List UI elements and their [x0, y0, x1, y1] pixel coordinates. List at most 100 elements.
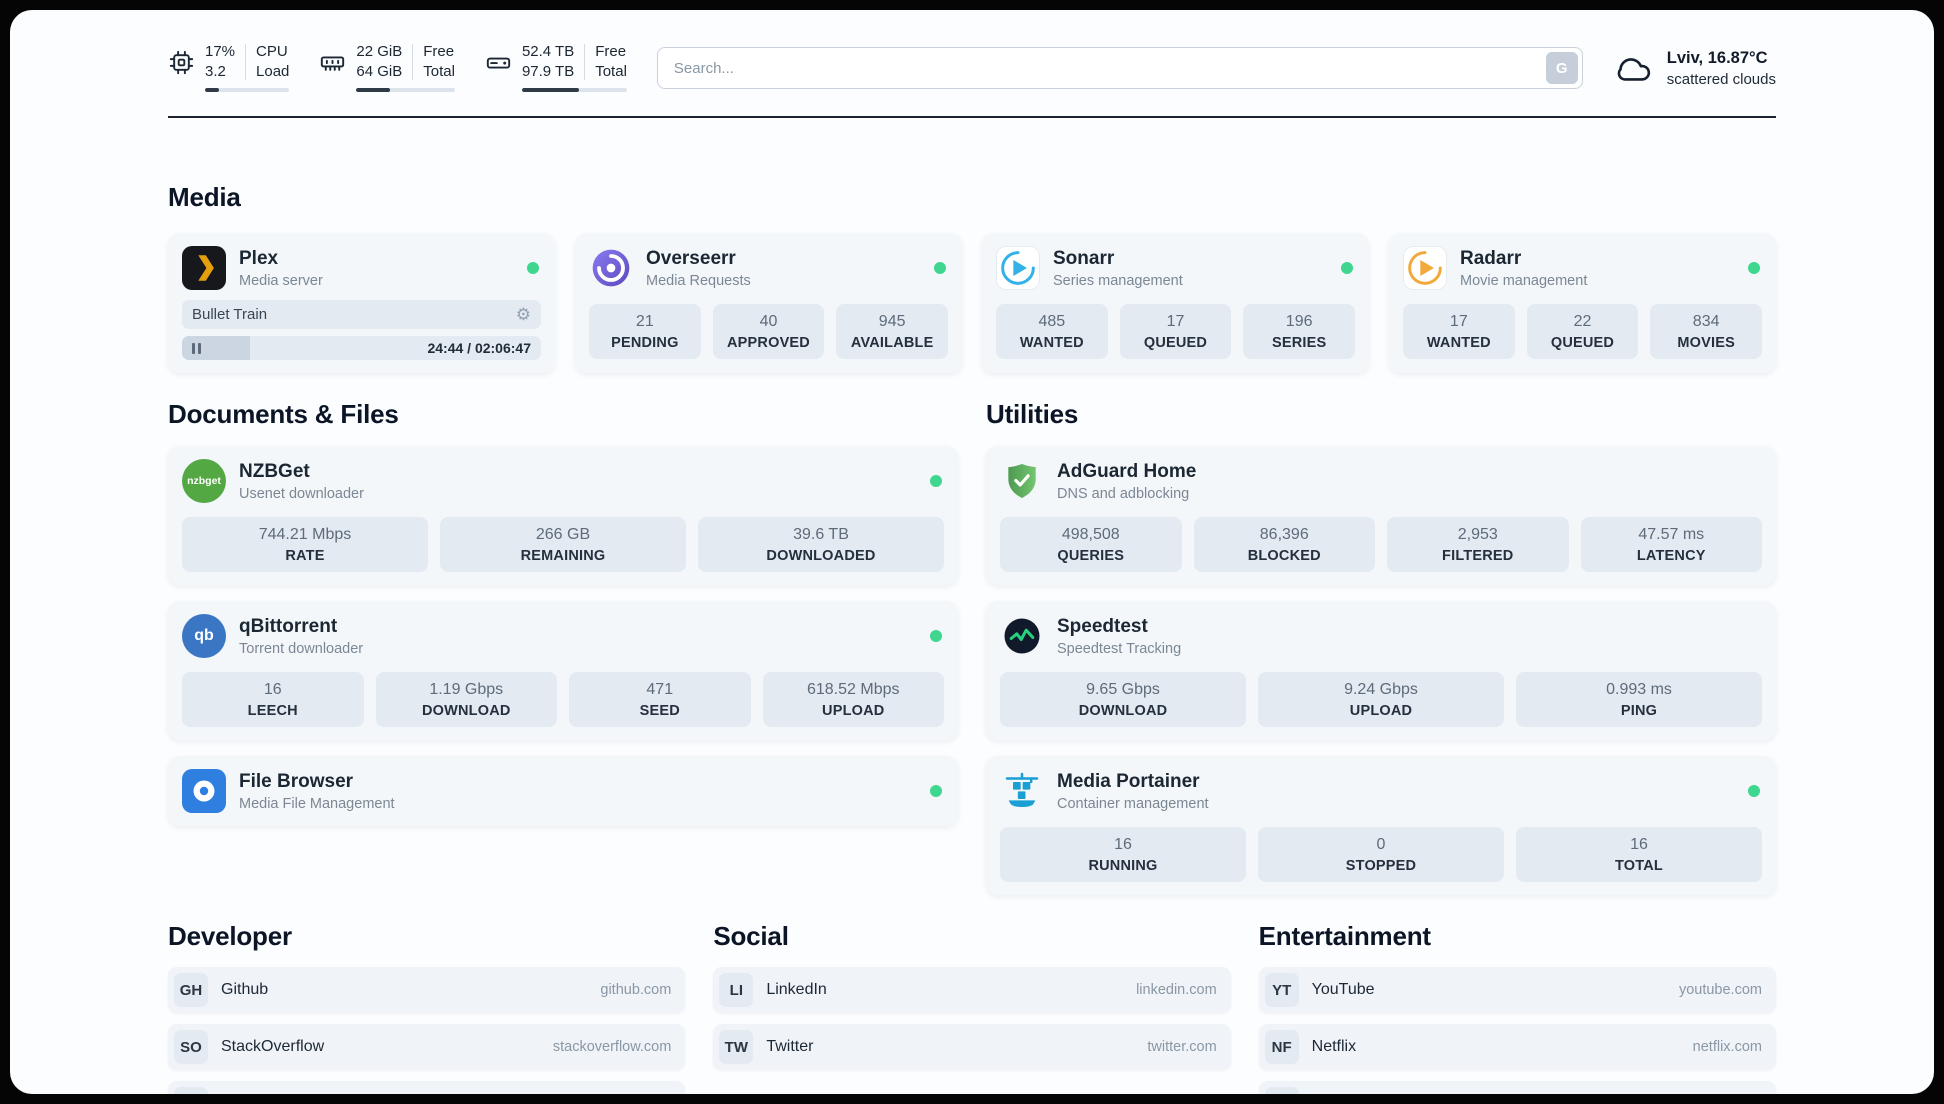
stat-label: RATE [285, 548, 325, 564]
link-dev[interactable]: DT DEV dev.to [168, 1081, 686, 1094]
stat-label: QUEUED [1550, 335, 1615, 351]
stat-value: 86,396 [1259, 526, 1309, 543]
stat-tile: 945 AVAILABLE [836, 304, 948, 359]
section-utilities: Utilities AdGuard Home [986, 399, 1776, 895]
documents-section-title: Documents & Files [168, 399, 399, 429]
cpu-usage-value: 17% [205, 43, 236, 60]
app-name: NZBGet [239, 460, 310, 482]
disk-free-label: Free [595, 43, 627, 60]
app-desc: Torrent downloader [239, 640, 364, 657]
stat-label: PENDING [611, 335, 679, 351]
weather-condition: scattered clouds [1666, 70, 1776, 88]
qbittorrent-icon-text: qb [194, 627, 214, 644]
reddit-badge: RE [1264, 1087, 1299, 1094]
weather-location: Lviv, 16.87°C [1666, 48, 1768, 67]
stat-value: 266 GB [535, 526, 591, 543]
system-metrics: 17% 3.2 CPU Load [168, 43, 627, 92]
app-name: Sonarr [1053, 247, 1115, 269]
nzbget-card[interactable]: nzbget NZBGet Usenet downloader 744.21 M… [168, 446, 958, 585]
link-twitter[interactable]: TW Twitter twitter.com [713, 1024, 1231, 1070]
search-input[interactable] [656, 47, 1583, 89]
stat-value: 196 [1285, 313, 1313, 330]
portainer-card[interactable]: Media Portainer Container management 16 … [986, 756, 1776, 895]
ram-progress-fill [356, 88, 390, 92]
link-github[interactable]: GH Github github.com [168, 967, 686, 1013]
stat-tile: 9.24 Gbps UPLOAD [1258, 672, 1504, 727]
overseerr-icon [589, 246, 633, 290]
stat-value: 498,508 [1061, 526, 1120, 543]
stat-label: WANTED [1426, 335, 1491, 351]
stat-label: PING [1620, 703, 1658, 719]
speedtest-card[interactable]: Speedtest Speedtest Tracking 9.65 Gbps D… [986, 601, 1776, 740]
link-name: Twitter [766, 1038, 814, 1055]
speedtest-icon [1000, 614, 1044, 658]
stat-tile: 9.65 Gbps DOWNLOAD [1000, 672, 1246, 727]
stat-value: 9.24 Gbps [1344, 681, 1418, 698]
entertainment-section-title: Entertainment [1258, 921, 1431, 951]
stat-label: QUERIES [1057, 548, 1125, 564]
stat-value: 744.21 Mbps [258, 526, 352, 543]
status-dot [1748, 785, 1760, 797]
link-url: github.com [600, 982, 672, 998]
sonarr-card[interactable]: Sonarr Series management 485 WANTED 17 Q… [982, 233, 1369, 373]
app-desc: Series management [1053, 272, 1183, 289]
link-linkedin[interactable]: LI LinkedIn linkedin.com [713, 967, 1231, 1013]
filebrowser-card[interactable]: File Browser Media File Management [168, 756, 958, 826]
disk-progress-fill [521, 88, 579, 92]
radarr-card[interactable]: Radarr Movie management 17 WANTED 22 QUE… [1389, 233, 1776, 373]
stackoverflow-badge: SO [174, 1030, 208, 1064]
stat-tile: 39.6 TB DOWNLOADED [698, 517, 944, 572]
qbittorrent-card[interactable]: qb qBittorrent Torrent downloader 16 LEE… [168, 601, 958, 740]
plex-card[interactable]: Plex Media server Bullet Train ⚙ 24:44 /… [168, 233, 555, 373]
cpu-metric: 17% 3.2 CPU Load [168, 43, 290, 92]
stat-value: 39.6 TB [793, 526, 849, 543]
link-youtube[interactable]: YT YouTube youtube.com [1258, 967, 1776, 1013]
app-desc: Speedtest Tracking [1057, 640, 1182, 657]
app-desc: Container management [1057, 795, 1209, 812]
status-dot [930, 785, 942, 797]
stat-label: STOPPED [1345, 858, 1417, 874]
link-reddit[interactable]: RE Reddit reddit.com [1258, 1081, 1776, 1094]
stat-value: 16 [263, 681, 282, 698]
status-dot [1341, 262, 1353, 274]
stat-tile: 17 WANTED [1403, 304, 1515, 359]
app-desc: Media Requests [646, 272, 751, 289]
cpu-load-value: 3.2 [205, 62, 226, 80]
stat-value: 16 [1114, 836, 1132, 853]
stat-value: 47.57 ms [1638, 526, 1705, 543]
section-entertainment: Entertainment YT YouTube youtube.com NF … [1258, 921, 1776, 1094]
radarr-icon [1403, 246, 1447, 290]
stat-tile: 1.19 Gbps DOWNLOAD [375, 672, 557, 727]
adguard-card[interactable]: AdGuard Home DNS and adblocking 498,508 … [986, 446, 1776, 585]
pause-icon[interactable] [182, 336, 211, 360]
header-divider [168, 116, 1776, 118]
stat-label: DOWNLOAD [1078, 703, 1168, 719]
app-name: Plex [239, 247, 279, 269]
settings-gear-icon[interactable]: ⚙ [515, 305, 531, 324]
dev-badge: DT [174, 1087, 208, 1094]
disk-free-value: 52.4 TB [521, 43, 575, 60]
overseerr-card[interactable]: Overseerr Media Requests 21 PENDING 40 A… [575, 233, 962, 373]
playback-progress-bar[interactable]: 24:44 / 02:06:47 [182, 336, 541, 360]
stat-tile: 16 LEECH [182, 672, 364, 727]
search-engine-button[interactable]: G [1545, 52, 1578, 84]
stat-value: 485 [1038, 313, 1066, 330]
stat-label: APPROVED [727, 335, 810, 351]
link-netflix[interactable]: NF Netflix netflix.com [1258, 1024, 1776, 1070]
stat-tile: 834 MOVIES [1650, 304, 1762, 359]
link-stackoverflow[interactable]: SO StackOverflow stackoverflow.com [168, 1024, 686, 1070]
stat-value: 17 [1449, 313, 1468, 330]
linkedin-badge: LI [719, 973, 754, 1007]
stat-value: 2,953 [1457, 526, 1498, 543]
app-name: Media Portainer [1057, 770, 1200, 792]
stat-tile: 0.993 ms PING [1516, 672, 1762, 727]
stat-value: 945 [878, 313, 906, 330]
stat-value: 0.993 ms [1606, 681, 1672, 698]
ram-total-value: 64 GiB [356, 62, 403, 80]
disk-icon [485, 49, 512, 76]
disk-total-value: 97.9 TB [521, 62, 575, 80]
github-badge: GH [174, 973, 208, 1007]
stat-value: 40 [759, 313, 778, 330]
app-name: Overseerr [646, 247, 736, 269]
cpu-progress-fill [205, 88, 220, 92]
